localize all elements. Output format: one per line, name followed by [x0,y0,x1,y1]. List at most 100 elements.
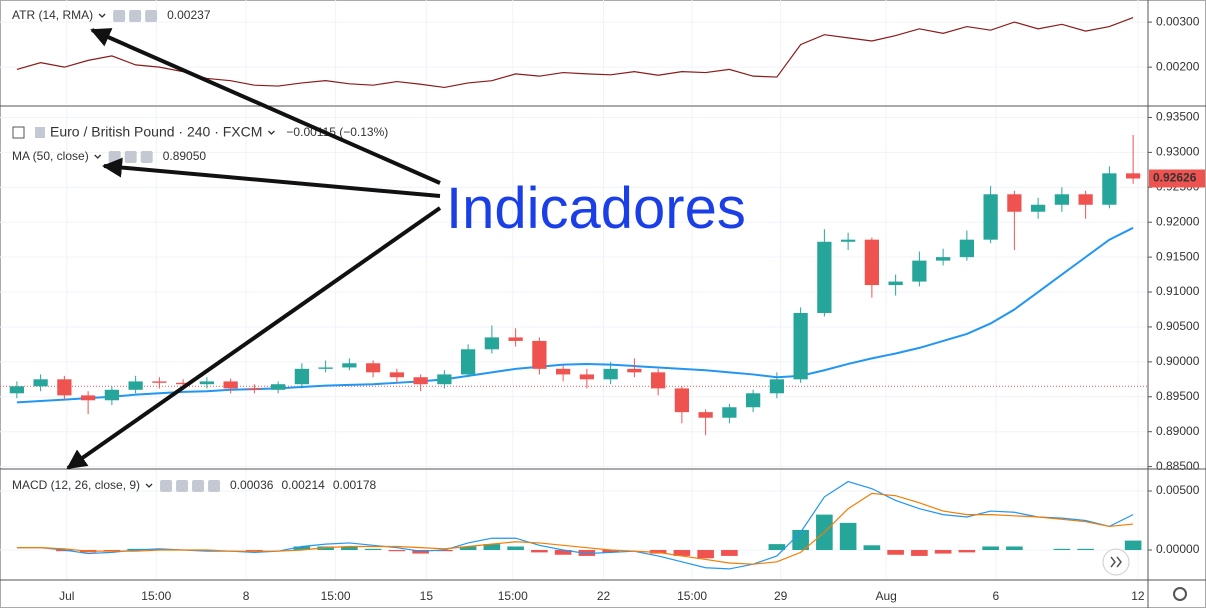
legend-value: 0.00036 [230,478,274,492]
annotation-arrows [66,28,442,470]
candle-body [223,381,238,389]
histogram-bar [982,546,999,551]
candle-body [651,372,666,389]
candle-body [9,386,24,394]
y-tick-label: 0.00500 [1156,483,1200,497]
y-tick-label: 0.00200 [1156,59,1200,73]
candle-body [841,239,856,242]
candle-body [674,388,689,413]
x-tick-label: 12 [1131,589,1145,603]
candle-body [888,281,903,286]
y-tick-label: 0.92000 [1156,214,1200,228]
candle-body [366,363,381,373]
legend-value: 0.00178 [333,478,377,492]
last-price-label: 0.92626 [1153,171,1197,185]
dropdown-chevron [94,154,102,159]
histogram-bar [673,550,691,556]
candle-body [556,368,571,375]
histogram-bar [602,550,619,553]
y-tick-label: 0.91000 [1156,284,1200,298]
candle-body [389,372,404,378]
last-price-tag [1149,169,1205,188]
histogram-bar [911,550,928,556]
legend-icon [145,10,158,22]
ui-controls[interactable] [1102,548,1187,601]
candle-body [1007,194,1022,212]
y-tick-label: 0.90000 [1156,354,1200,368]
moving-average-line [16,226,1134,404]
candle-body [199,381,214,385]
histogram-bar [863,545,881,551]
candle-body [484,337,499,350]
histogram-bar [293,546,311,551]
candle-body [722,407,737,418]
x-tick-label: 8 [243,589,250,603]
macd-line [16,492,1134,565]
candle-body [1102,173,1117,205]
legend-icon [160,480,173,492]
candle-body [81,395,96,401]
legend-icon [208,480,221,492]
histogram-bar [887,550,904,555]
legend-value: 0.00237 [167,8,211,22]
candle-body [176,382,191,385]
histogram-bar [459,546,477,551]
collapse-icon [12,126,25,139]
candle-body [508,337,523,341]
scroll-button[interactable] [1102,548,1130,576]
settings-button[interactable] [1173,587,1187,601]
histogram-bar [341,546,358,551]
histogram-bar [388,550,406,552]
candle-body [959,239,974,258]
y-tick-label: 0.91500 [1156,249,1200,263]
candle-body [247,388,262,390]
candle-body [983,194,998,240]
legend-icon [140,151,153,163]
symbol-title: Euro / British Pound · 240 · FXCM [50,124,262,140]
histogram-bar [1006,546,1023,551]
legend-icon [129,10,142,22]
y-tick-label: 0.89500 [1156,389,1200,403]
histogram-bar [958,550,976,553]
histogram-bar [768,544,786,551]
symbol-icon [35,127,45,138]
candle-body [271,384,286,390]
y-tick-label: 0.00000 [1156,542,1200,556]
x-tick-label: 15:00 [321,589,351,603]
legend-icon [108,151,121,163]
candle-body [104,389,119,401]
x-tick-label: 22 [597,589,611,603]
candle-body [294,368,309,385]
candle-body [461,349,476,375]
histogram-bar [839,522,857,551]
candle-body [1078,194,1093,205]
candle-body [1031,204,1046,212]
legend-value: 0.89050 [163,149,207,163]
y-tick-label: 0.93000 [1156,145,1200,159]
histogram-bar [531,550,548,553]
legend-icon [113,10,126,22]
annotation-text: Indicadores [446,176,746,241]
candle-body [413,377,428,385]
candle-body [33,379,48,387]
candle-body [864,239,879,286]
legend-icon [192,480,205,492]
legend-icon [176,480,189,492]
candle-body [746,393,761,408]
histogram-bar [364,548,382,551]
x-tick-label: Jul [59,589,74,603]
candle-body [1054,194,1069,205]
x-tick-label: 15 [420,589,434,603]
x-tick-label: 15:00 [498,589,528,603]
histogram-bar [721,550,738,556]
y-tick-label: 0.00300 [1156,14,1200,28]
y-tick-label: 0.89000 [1156,424,1200,438]
candle-body [698,412,713,418]
candle-body [769,379,784,394]
dropdown-chevron [98,13,106,18]
candle-body [936,257,951,261]
histogram-bar [1053,548,1071,551]
x-tick-label: Aug [875,589,896,603]
